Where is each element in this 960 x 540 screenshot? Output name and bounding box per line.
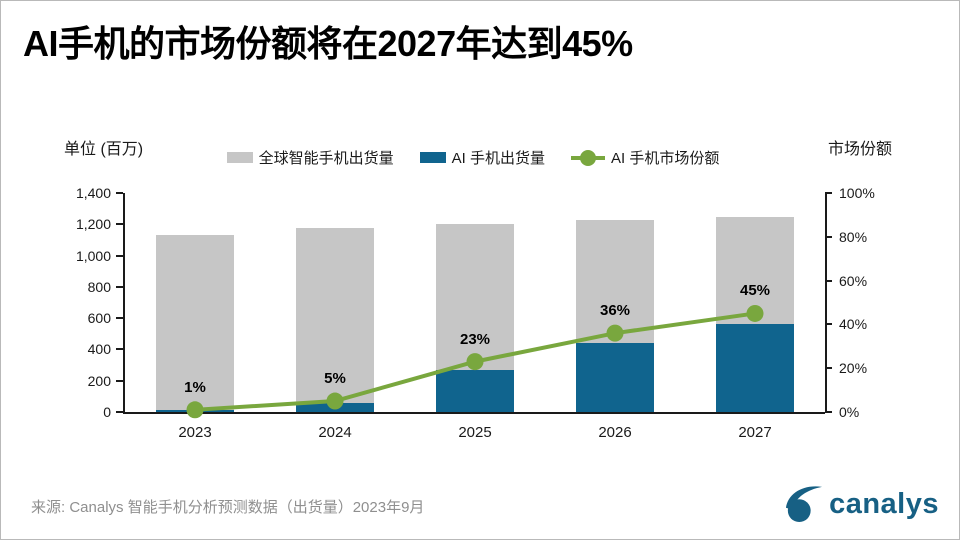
left-axis-tick: [116, 348, 123, 351]
line-marker: [466, 353, 484, 371]
bar-全球智能手机出货量-2024: [296, 228, 374, 412]
line-marker: [606, 324, 624, 342]
data-label: 36%: [599, 302, 631, 320]
right-axis-tick: [825, 323, 832, 326]
right-axis-tick-label: 100%: [839, 185, 875, 201]
right-axis-line: [825, 193, 827, 412]
left-axis-tick-label: 0: [103, 404, 111, 420]
left-axis-tick: [116, 254, 123, 257]
plot-area: 0 200 400 600 800 1,000 1,200 1,400 0% 20% 40% 60% 8…: [76, 186, 875, 441]
right-axis-tick: [825, 367, 832, 370]
x-axis-label: 2026: [598, 424, 632, 441]
right-axis-tick-label: 60%: [839, 272, 868, 289]
right-axis-unit-label: 市场份额: [827, 141, 892, 158]
legend-item: AI 手机市场份额: [571, 147, 719, 168]
right-axis-tick: [825, 279, 832, 282]
legend-label: AI 手机出货量: [451, 150, 545, 167]
left-axis-tick-label: 400: [87, 341, 111, 358]
line-marker: [186, 401, 204, 419]
right-axis-tick: [825, 235, 832, 238]
data-label: 23%: [459, 330, 491, 348]
left-axis-tick-label: 200: [87, 372, 111, 389]
canalys-logo-text: canalys: [829, 487, 939, 520]
x-axis-label: 2025: [458, 424, 492, 441]
left-axis-tick-label: 1,400: [75, 185, 111, 201]
bar-AI 手机出货量-2027: [716, 324, 794, 412]
right-axis-tick-label: 20%: [839, 360, 868, 377]
legend-label: AI 手机市场份额: [611, 150, 720, 167]
data-label: 45%: [739, 282, 771, 300]
right-axis-tick-label: 40%: [839, 316, 868, 333]
legend-swatch-line: [571, 149, 605, 166]
left-axis-tick-label: 600: [87, 310, 111, 327]
left-axis-tick: [116, 411, 123, 413]
x-axis-label: 2023: [178, 424, 212, 441]
left-axis-tick-label: 1,200: [75, 216, 111, 233]
source-note: 来源: Canalys 智能手机分析预测数据（出货量）2023年9月: [31, 499, 425, 516]
canalys-logo-icon: [786, 486, 823, 523]
bar-AI 手机出货量-2025: [436, 369, 514, 412]
right-axis-tick-label: 80%: [839, 228, 868, 245]
right-axis-tick-label: 0%: [839, 404, 860, 420]
left-axis-tick-label: 1,000: [75, 247, 111, 264]
data-label: 5%: [324, 370, 346, 388]
right-axis-tick: [825, 411, 832, 413]
line-marker: [326, 392, 344, 410]
legend-swatch-bar: [419, 152, 446, 163]
left-axis-tick: [116, 379, 123, 382]
bar-AI 手机出货量-2026: [576, 343, 654, 412]
legend-item: AI 手机出货量: [419, 147, 545, 168]
right-axis-tick: [825, 192, 832, 194]
legend-label: 全球智能手机出货量: [258, 150, 394, 167]
left-axis-tick: [116, 223, 123, 226]
left-axis-tick: [116, 192, 123, 194]
left-axis-tick: [116, 317, 123, 320]
legend: 全球智能手机出货量 AI 手机出货量 AI 手机市场份额: [123, 147, 823, 168]
legend-item: 全球智能手机出货量: [226, 147, 394, 168]
bar-全球智能手机出货量-2023: [156, 235, 234, 412]
left-axis-unit-label: 单位 (百万): [64, 141, 144, 158]
data-label: 1%: [184, 378, 206, 396]
legend-swatch-bar: [226, 152, 253, 163]
line-marker: [746, 304, 764, 322]
canalys-logo: canalys: [785, 485, 939, 523]
chart-title: AI手机的市场份额将在2027年达到45%: [23, 23, 633, 64]
x-axis-label: 2024: [318, 424, 352, 441]
market-share-line: [186, 304, 764, 419]
left-axis-tick-label: 800: [87, 278, 111, 295]
left-axis-tick: [116, 285, 123, 288]
x-axis-label: 2027: [738, 424, 772, 441]
